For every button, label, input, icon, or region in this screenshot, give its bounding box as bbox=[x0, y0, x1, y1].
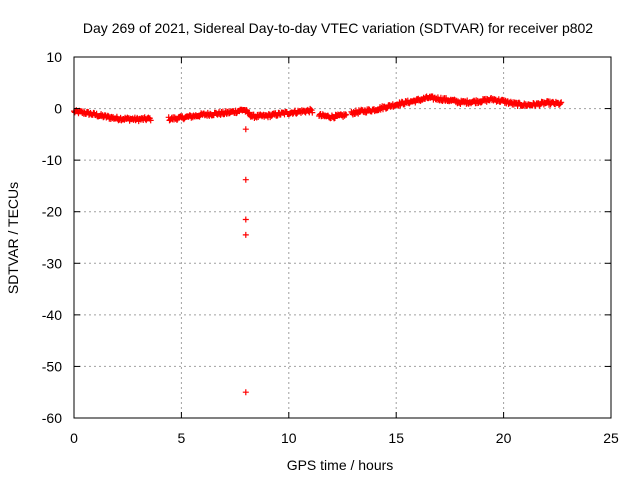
chart-title: Day 269 of 2021, Sidereal Day-to-day VTE… bbox=[83, 20, 593, 36]
outlier-point bbox=[242, 176, 249, 183]
data-series bbox=[71, 93, 565, 396]
data-point bbox=[246, 109, 253, 116]
x-axis-label: GPS time / hours bbox=[287, 457, 394, 473]
y-tick-label: -10 bbox=[42, 152, 62, 168]
x-tick-label: 25 bbox=[603, 430, 619, 446]
grid bbox=[74, 57, 611, 418]
y-tick-label: -40 bbox=[42, 307, 62, 323]
data-point bbox=[147, 117, 154, 124]
y-tick-label: -60 bbox=[42, 410, 62, 426]
y-tick-label: -20 bbox=[42, 204, 62, 220]
x-tick-label: 10 bbox=[281, 430, 297, 446]
y-tick-label: -50 bbox=[42, 358, 62, 374]
outlier-point bbox=[242, 389, 249, 396]
y-tick-label: 0 bbox=[54, 101, 62, 117]
outlier-point bbox=[242, 216, 249, 223]
y-tick-label: 10 bbox=[46, 49, 62, 65]
data-point bbox=[309, 109, 316, 116]
outlier-point bbox=[242, 231, 249, 238]
y-axis-label: SDTVAR / TECUs bbox=[5, 182, 21, 294]
outlier-point bbox=[242, 126, 249, 133]
y-tick-label: -30 bbox=[42, 255, 62, 271]
x-tick-label: 20 bbox=[496, 430, 512, 446]
x-tick-label: 15 bbox=[388, 430, 404, 446]
tick-labels: 0 5 10 15 20 25 10 0 -10 -20 -30 -40 -50 -60 bbox=[42, 49, 619, 446]
data-point bbox=[557, 100, 564, 107]
data-point bbox=[558, 99, 565, 106]
x-tick-label: 5 bbox=[178, 430, 186, 446]
axis-ticks bbox=[73, 56, 612, 419]
data-point bbox=[343, 111, 350, 118]
plot-frame bbox=[73, 56, 612, 419]
x-tick-label: 0 bbox=[70, 430, 78, 446]
